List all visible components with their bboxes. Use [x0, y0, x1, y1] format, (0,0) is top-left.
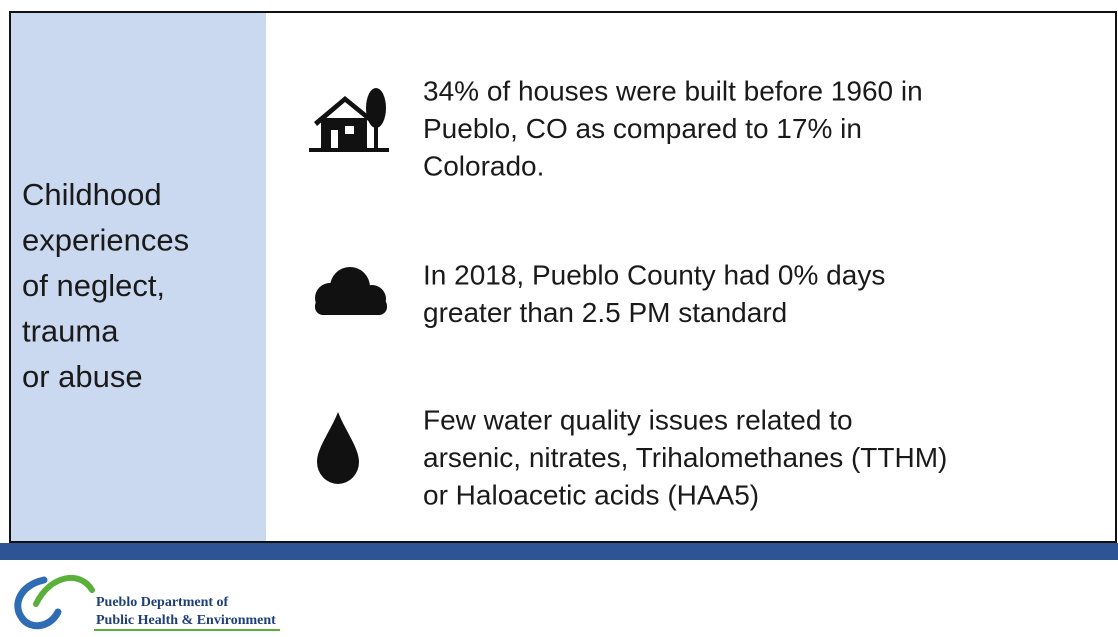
side-label-line: Childhood: [22, 177, 162, 212]
side-label-line: or abuse: [22, 359, 143, 394]
side-label-line: experiences: [22, 223, 189, 258]
logo-mark: [14, 574, 95, 630]
drop-icon: [317, 412, 359, 484]
item-text-line: Colorado.: [423, 150, 544, 181]
side-label-line: of neglect,: [22, 268, 165, 303]
logo-text-line: Pueblo Department of: [96, 595, 229, 610]
house-icon: [309, 88, 389, 152]
logo-text-line: Public Health & Environment: [96, 613, 276, 628]
item-text-line: Few water quality issues related to: [423, 404, 853, 435]
item-text-line: greater than 2.5 PM standard: [423, 297, 787, 328]
side-label-line: trauma: [22, 314, 119, 349]
item-text-line: or Haloacetic acids (HAA5): [423, 479, 759, 510]
footer-bar: [0, 543, 1118, 560]
side-panel: [10, 12, 266, 542]
cloud-icon: [315, 267, 387, 315]
item-text-line: In 2018, Pueblo County had 0% days: [423, 259, 885, 290]
item-text-line: arsenic, nitrates, Trihalomethanes (TTHM…: [423, 442, 947, 473]
item-text-line: 34% of houses were built before 1960 in: [423, 75, 923, 106]
item-text-line: Pueblo, CO as compared to 17% in: [423, 113, 862, 144]
content-border: [9, 11, 1117, 543]
